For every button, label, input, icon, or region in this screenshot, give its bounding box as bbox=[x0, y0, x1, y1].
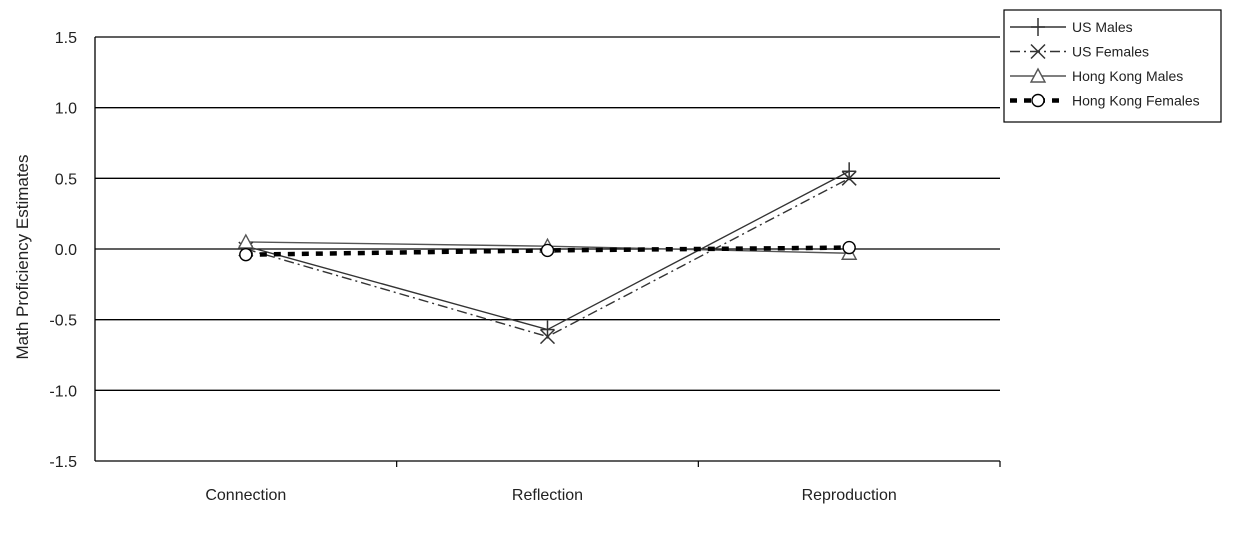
y-tick-label: -0.5 bbox=[49, 313, 77, 330]
marker-x bbox=[1030, 43, 1046, 60]
axes: 1.5 1.0 0.5 0.0 -0.5 -1.0 -1.5 Connection Reflec… bbox=[13, 30, 1001, 504]
series-line bbox=[245, 177, 850, 338]
x-tick-label: Connection bbox=[205, 487, 286, 504]
y-tick-label: 0.0 bbox=[55, 242, 77, 259]
marker-circle bbox=[842, 240, 856, 255]
y-tick-label: -1.5 bbox=[49, 454, 77, 471]
x-tick-label: Reproduction bbox=[802, 487, 897, 504]
marker-circle bbox=[1031, 93, 1045, 108]
y-axis-title: Math Proficiency Estimates bbox=[13, 154, 32, 359]
marker-x bbox=[539, 329, 556, 345]
marker-x bbox=[841, 170, 857, 186]
y-tick-label: 1.5 bbox=[55, 30, 77, 47]
marker-triangle bbox=[237, 233, 255, 249]
y-tick-label: 1.0 bbox=[55, 101, 77, 118]
marker-triangle bbox=[1029, 67, 1047, 83]
y-tick-label: -1.0 bbox=[49, 383, 77, 400]
legend-label: Hong Kong Females bbox=[1072, 93, 1200, 109]
legend-label: Hong Kong Males bbox=[1072, 68, 1183, 84]
x-tick-label: Reflection bbox=[512, 487, 583, 504]
marker-circle bbox=[540, 243, 555, 258]
series-lines bbox=[237, 162, 858, 345]
y-tick-label: 0.5 bbox=[55, 171, 77, 188]
legend: US Males US Females Hong Kong Males Hong Ko… bbox=[1003, 9, 1222, 123]
series-line bbox=[245, 245, 850, 257]
marker-circle bbox=[239, 247, 253, 262]
legend-label: US Females bbox=[1072, 44, 1149, 60]
legend-label: US Males bbox=[1072, 19, 1133, 35]
